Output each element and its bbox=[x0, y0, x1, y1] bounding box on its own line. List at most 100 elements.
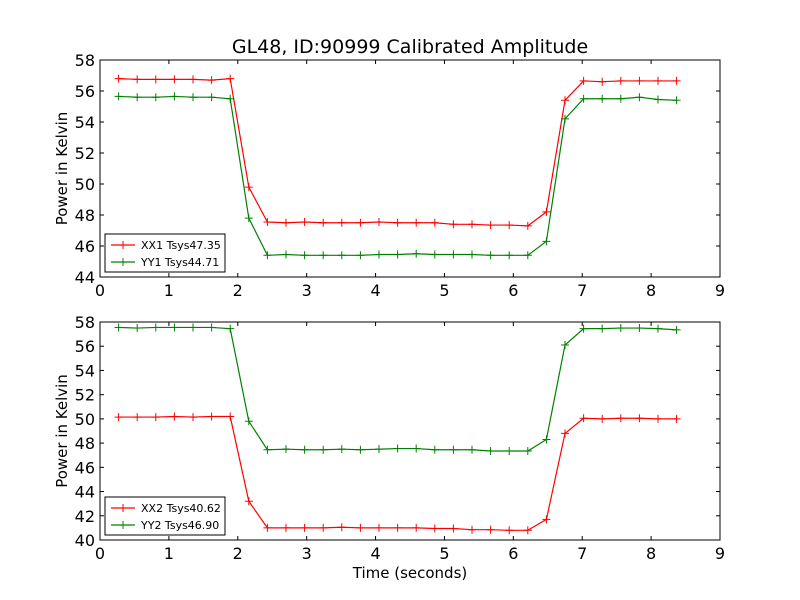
data-point-marker bbox=[449, 220, 458, 229]
data-point-marker bbox=[356, 523, 365, 532]
data-point-marker bbox=[319, 251, 328, 260]
data-point-marker bbox=[449, 445, 458, 454]
data-point-marker bbox=[226, 94, 235, 103]
data-point-marker bbox=[635, 76, 644, 85]
data-point-marker bbox=[412, 444, 421, 453]
data-point-marker bbox=[672, 76, 681, 85]
data-point-marker bbox=[226, 324, 235, 333]
data-point-marker bbox=[672, 96, 681, 105]
data-point-marker bbox=[486, 525, 495, 534]
legend-label: XX1 Tsys47.35 bbox=[141, 239, 221, 252]
data-point-marker bbox=[561, 114, 569, 123]
x-tick-label: 2 bbox=[233, 544, 243, 563]
data-point-marker bbox=[356, 445, 365, 454]
data-point-marker bbox=[189, 413, 197, 422]
data-point-marker bbox=[226, 412, 235, 421]
x-tick-label: 1 bbox=[164, 281, 174, 300]
data-point-marker bbox=[468, 250, 476, 259]
data-point-marker bbox=[430, 445, 439, 454]
x-axis-label: Time (seconds) bbox=[352, 564, 468, 582]
data-point-marker bbox=[468, 220, 476, 229]
data-point-marker bbox=[505, 251, 514, 260]
data-point-marker bbox=[542, 435, 551, 444]
data-point-marker bbox=[300, 523, 309, 532]
y-tick-label: 50 bbox=[75, 410, 95, 429]
data-point-marker bbox=[598, 94, 607, 103]
legend-label: YY2 Tsys46.90 bbox=[140, 519, 219, 532]
x-tick-label: 9 bbox=[715, 281, 725, 300]
legend-label: YY1 Tsys44.71 bbox=[140, 256, 219, 269]
data-point-marker bbox=[133, 93, 142, 102]
data-point-marker bbox=[133, 413, 142, 422]
data-point-marker bbox=[170, 75, 179, 84]
data-point-marker bbox=[449, 250, 458, 259]
x-tick-label: 6 bbox=[508, 281, 518, 300]
data-point-marker bbox=[579, 94, 588, 103]
data-point-marker bbox=[114, 413, 123, 422]
data-point-marker bbox=[430, 218, 439, 227]
x-tick-label: 0 bbox=[95, 281, 105, 300]
legend: XX1 Tsys47.35 YY1 Tsys44.71 bbox=[104, 233, 226, 273]
y-tick-label: 56 bbox=[75, 337, 95, 356]
series-1 bbox=[114, 74, 681, 230]
data-point-marker bbox=[356, 251, 365, 260]
data-point-marker bbox=[542, 207, 551, 216]
x-tick-label: 9 bbox=[715, 544, 725, 563]
data-point-marker bbox=[263, 217, 272, 226]
data-point-marker bbox=[375, 445, 383, 454]
data-point-marker bbox=[170, 412, 179, 421]
data-point-marker bbox=[393, 218, 402, 227]
data-point-marker bbox=[300, 217, 309, 226]
data-point-marker bbox=[561, 96, 569, 105]
data-point-marker bbox=[468, 525, 476, 534]
y-tick-label: 54 bbox=[75, 361, 95, 380]
legend-marker-sample bbox=[119, 241, 127, 249]
y-tick-label: 50 bbox=[75, 175, 95, 194]
data-point-marker bbox=[263, 523, 272, 532]
data-point-marker bbox=[486, 251, 495, 260]
data-point-marker bbox=[114, 323, 123, 332]
y-tick-label: 44 bbox=[75, 483, 95, 502]
data-point-marker bbox=[133, 75, 142, 84]
series-line bbox=[118, 326, 677, 452]
x-tick-label: 0 bbox=[95, 544, 105, 563]
data-point-marker bbox=[356, 218, 365, 227]
data-point-marker bbox=[337, 251, 346, 260]
legend-marker-sample bbox=[119, 504, 127, 512]
series-2 bbox=[114, 92, 681, 260]
x-tick-label: 4 bbox=[370, 544, 380, 563]
x-tick-label: 5 bbox=[439, 544, 449, 563]
data-point-marker bbox=[151, 93, 160, 102]
y-axis-label: Power in Kelvin bbox=[53, 112, 71, 226]
y-tick-label: 52 bbox=[75, 386, 95, 405]
data-point-marker bbox=[412, 523, 421, 532]
plot-frame bbox=[99, 59, 721, 278]
y-tick-label: 42 bbox=[75, 507, 95, 526]
data-point-marker bbox=[486, 221, 495, 230]
data-point-marker bbox=[523, 251, 532, 260]
x-tick-label: 2 bbox=[233, 281, 243, 300]
data-point-marker bbox=[170, 92, 179, 101]
data-point-marker bbox=[300, 445, 309, 454]
data-point-marker bbox=[244, 183, 253, 192]
data-point-marker bbox=[151, 75, 160, 84]
data-point-marker bbox=[654, 76, 662, 85]
data-point-marker bbox=[598, 414, 607, 423]
data-point-marker bbox=[486, 446, 495, 455]
data-point-marker bbox=[542, 237, 551, 246]
data-point-marker bbox=[579, 76, 588, 85]
data-point-marker bbox=[189, 323, 197, 332]
y-tick-label: 54 bbox=[75, 113, 95, 132]
data-point-marker bbox=[561, 429, 569, 438]
data-point-marker bbox=[561, 341, 569, 350]
series-line bbox=[118, 95, 677, 256]
data-point-marker bbox=[672, 414, 681, 423]
data-point-marker bbox=[635, 324, 644, 333]
data-point-marker bbox=[616, 414, 625, 423]
data-point-marker bbox=[207, 93, 216, 102]
data-point-marker bbox=[282, 523, 290, 532]
data-point-marker bbox=[393, 444, 402, 453]
y-tick-label: 40 bbox=[75, 531, 95, 550]
